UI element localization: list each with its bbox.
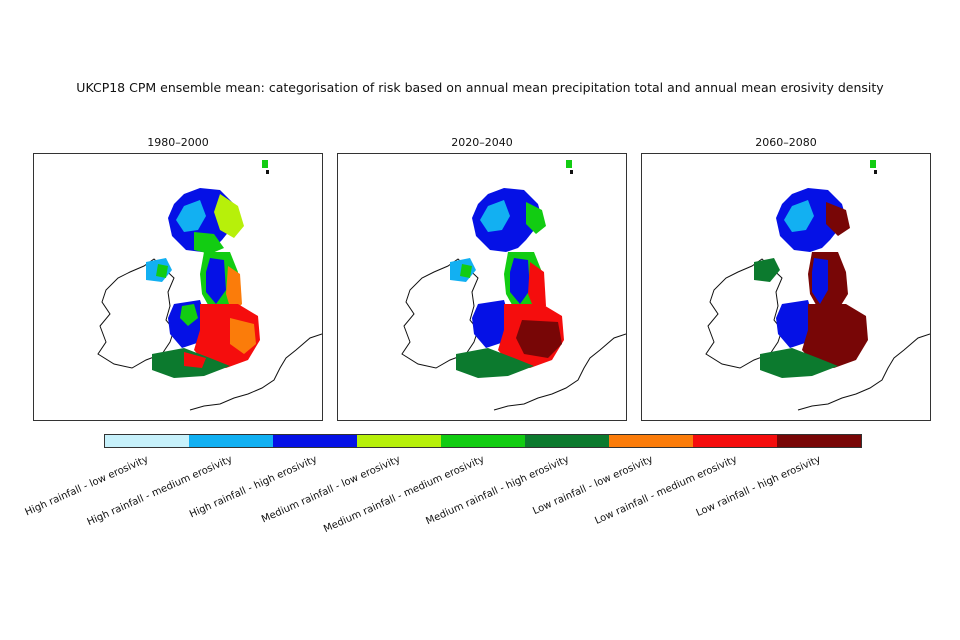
colorbar-segment bbox=[609, 435, 693, 447]
colorbar-segment bbox=[525, 435, 609, 447]
map-panel-2060-2080 bbox=[641, 153, 931, 421]
colorbar-segment bbox=[441, 435, 525, 447]
map-panel-2020-2040 bbox=[337, 153, 627, 421]
colorbar-segment bbox=[273, 435, 357, 447]
figure-title: UKCP18 CPM ensemble mean: categorisation… bbox=[76, 80, 884, 95]
panel-title-1: 1980–2000 bbox=[147, 136, 209, 149]
colorbar-label: High rainfall - medium erosivity bbox=[85, 454, 235, 529]
uk-map-1980-2000 bbox=[97, 160, 322, 411]
colorbar-segment bbox=[105, 435, 189, 447]
map-panel-1980-2000 bbox=[33, 153, 323, 421]
panel-title-2: 2020–2040 bbox=[451, 136, 513, 149]
uk-map-2020-2040 bbox=[401, 160, 626, 411]
panel-title-3: 2060–2080 bbox=[755, 136, 817, 149]
colorbar-label: Medium rainfall - medium erosivity bbox=[322, 454, 487, 536]
colorbar-segment bbox=[357, 435, 441, 447]
risk-colorbar bbox=[104, 434, 862, 448]
colorbar-segment bbox=[777, 435, 861, 447]
colorbar-segment bbox=[693, 435, 777, 447]
colorbar-segment bbox=[189, 435, 273, 447]
uk-map-2060-2080 bbox=[705, 160, 930, 411]
colorbar-label: Medium rainfall - high erosivity bbox=[424, 454, 571, 528]
colorbar-label: Medium rainfall - low erosivity bbox=[260, 454, 403, 526]
colorbar-label: Low rainfall - medium erosivity bbox=[593, 454, 739, 527]
